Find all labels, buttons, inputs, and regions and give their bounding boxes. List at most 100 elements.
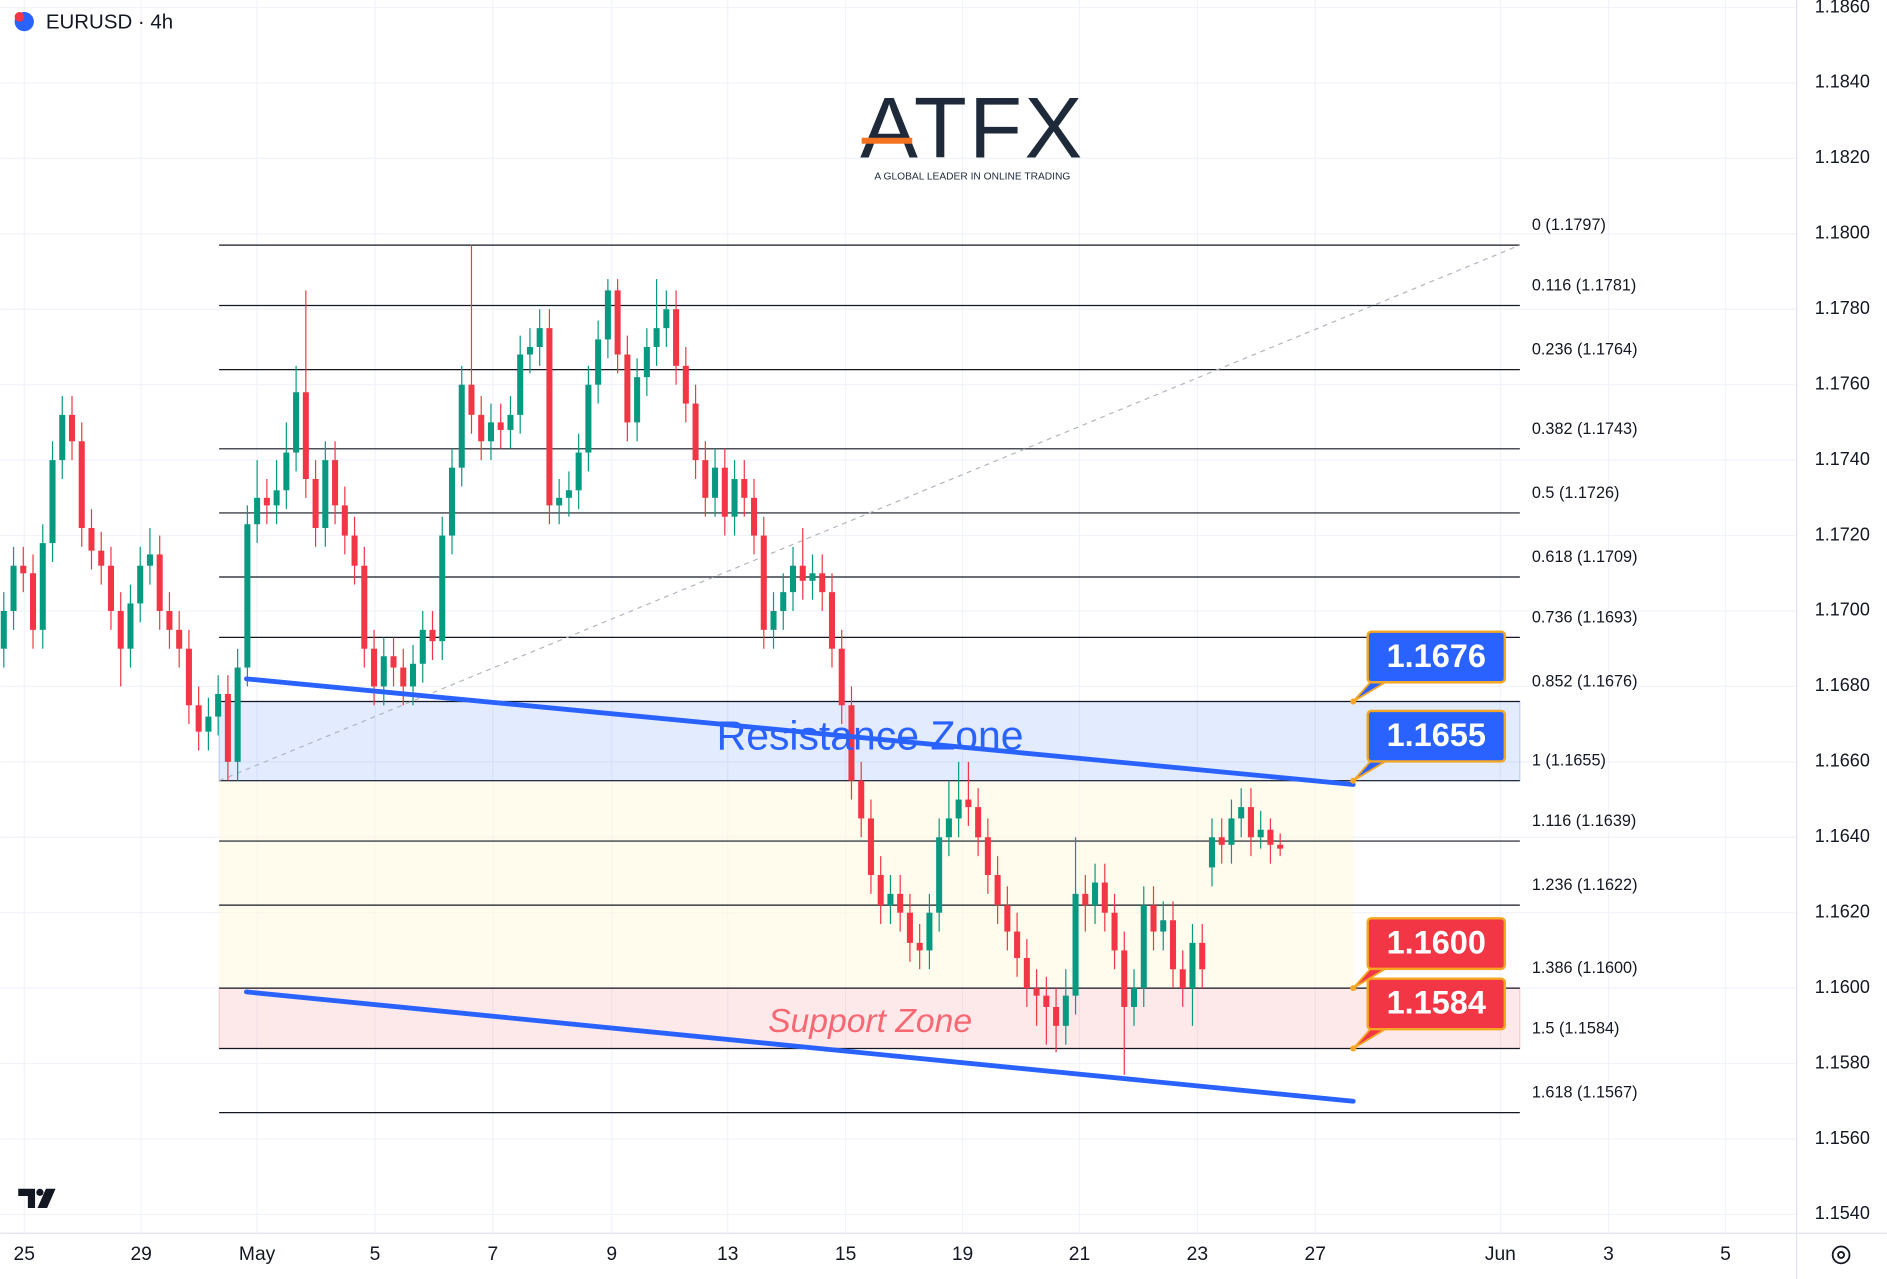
- zone: [218, 700, 1521, 782]
- candle-body: [585, 384, 592, 453]
- candle-body: [702, 460, 709, 498]
- x-tick-label: 21: [1069, 1244, 1090, 1265]
- candle-body: [926, 912, 933, 951]
- candle-body: [20, 565, 27, 574]
- candle-body: [1062, 995, 1069, 1026]
- fib-label: 1.5 (1.1584): [1532, 1020, 1620, 1038]
- overlays: Resistance Zone Support Zone 1.1676 1.1655 1…: [243, 630, 1507, 1104]
- candle-body: [887, 893, 894, 906]
- candle-body: [614, 290, 621, 355]
- callout-anchor: [1350, 1045, 1357, 1052]
- candle-body: [244, 524, 251, 668]
- candle-body: [692, 403, 699, 461]
- candle-body: [1033, 988, 1040, 996]
- candle-body: [127, 603, 134, 649]
- candle-body: [39, 543, 46, 630]
- candle-body: [780, 592, 787, 611]
- candle-body: [838, 648, 845, 706]
- candle-body: [0, 610, 7, 649]
- candle-body: [146, 554, 153, 566]
- settings-icon[interactable]: [1831, 1245, 1851, 1265]
- candle-body: [945, 818, 952, 838]
- candle-body: [575, 452, 582, 491]
- candle-body: [1247, 807, 1254, 838]
- callout-anchor: [1350, 698, 1357, 705]
- candle-body: [68, 414, 76, 442]
- tv-icon: [36, 1188, 44, 1196]
- candle-body: [1160, 920, 1167, 932]
- candle-body: [215, 693, 222, 717]
- y-tick-label: 1.1800: [1815, 223, 1870, 243]
- candle-body: [663, 309, 670, 329]
- candle-body: [312, 478, 319, 529]
- fib-label: 1.618 (1.1567): [1532, 1084, 1638, 1102]
- fib-fill: [219, 780, 1354, 989]
- candle-body: [1277, 844, 1284, 849]
- zone: [218, 987, 1521, 1050]
- candle-body: [936, 837, 943, 913]
- settings[interactable]: [1831, 1245, 1851, 1265]
- candle-body: [419, 629, 426, 664]
- candle-body: [1121, 950, 1128, 1007]
- x-tick-label: 25: [14, 1244, 35, 1265]
- candle-body: [916, 942, 923, 951]
- candle-body: [30, 573, 37, 630]
- fib-label: 0.236 (1.1764): [1532, 341, 1638, 359]
- candle-body: [273, 490, 280, 506]
- candle-body: [293, 392, 300, 453]
- candle-body: [409, 663, 417, 687]
- callout-label: 1.1600: [1387, 924, 1486, 960]
- candle-body: [88, 528, 95, 551]
- candle-body: [478, 414, 485, 442]
- callout-label: 1.1676: [1387, 638, 1486, 674]
- candle-body: [195, 705, 202, 732]
- candle-body: [1140, 905, 1147, 989]
- callout-label: 1.1584: [1387, 985, 1486, 1021]
- candle-body: [556, 497, 563, 506]
- candle-body: [176, 629, 183, 649]
- candle-body: [906, 912, 913, 943]
- fib-label: 0.852 (1.1676): [1532, 673, 1638, 691]
- candle-body: [1111, 912, 1118, 951]
- callout-box: [1366, 977, 1507, 1031]
- candle-body: [1004, 905, 1011, 932]
- fib-label: 0.116 (1.1781): [1532, 277, 1636, 295]
- callout-box: [1366, 709, 1507, 763]
- fib-label: 1 (1.1655): [1532, 752, 1606, 770]
- candle-body: [1257, 829, 1264, 838]
- x-tick-label: 23: [1187, 1244, 1208, 1265]
- candle-body: [390, 656, 397, 668]
- candle-body: [1218, 837, 1225, 845]
- y-tick-label: 1.1540: [1815, 1203, 1870, 1223]
- y-tick-label: 1.1600: [1815, 977, 1870, 997]
- y-tick-label: 1.1640: [1815, 826, 1870, 846]
- logo-tagline: A GLOBAL LEADER IN ONLINE TRADING: [874, 172, 1070, 183]
- candle-body: [468, 384, 475, 415]
- candle-body: [721, 467, 728, 517]
- x-tick-label: 27: [1305, 1244, 1326, 1265]
- fib-label: 1.236 (1.1622): [1532, 876, 1638, 894]
- candle-body: [984, 837, 991, 875]
- candle-body: [682, 365, 689, 404]
- candle-body: [1072, 893, 1079, 996]
- y-tick-label: 1.1580: [1815, 1052, 1870, 1072]
- candle-body: [955, 799, 962, 819]
- symbol-title: EURUSD · 4h: [46, 10, 173, 33]
- symbol-icon: [14, 12, 25, 22]
- x-tick-label: 7: [488, 1244, 499, 1265]
- candle-body: [994, 874, 1001, 906]
- candle-body: [1208, 837, 1215, 868]
- y-tick-label: 1.1680: [1815, 675, 1870, 695]
- candle-body: [799, 565, 806, 581]
- settings-icon[interactable]: [1837, 1251, 1845, 1259]
- candle-body: [877, 874, 884, 906]
- y-tick-label: 1.1820: [1815, 147, 1870, 167]
- x-tick-label: 19: [952, 1244, 973, 1265]
- candle-body: [234, 667, 241, 762]
- candle-body: [351, 535, 358, 566]
- candle-body: [604, 290, 611, 340]
- x-tick-label: 5: [1720, 1244, 1731, 1265]
- trend-line: [243, 676, 1356, 787]
- candle-body: [458, 384, 465, 468]
